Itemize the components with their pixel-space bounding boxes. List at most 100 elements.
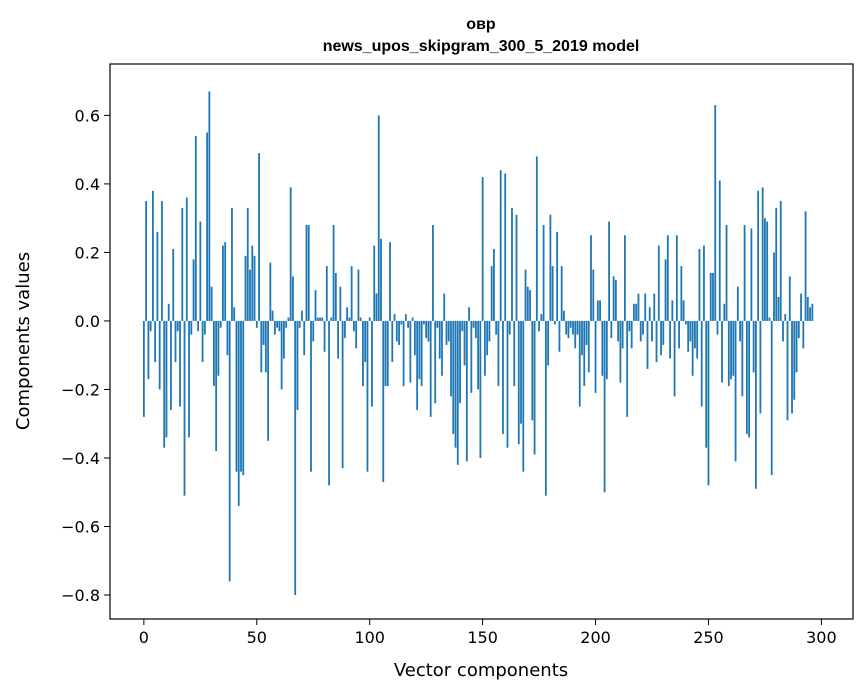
bar	[262, 320, 265, 345]
bar	[549, 214, 552, 321]
y-axis-ticks: −0.8 −0.6 −0.4 −0.2 0.0 0.2 0.4 0.6	[61, 106, 110, 605]
bar	[483, 320, 486, 376]
bar	[544, 320, 547, 496]
bar	[330, 317, 333, 321]
bar	[809, 307, 811, 321]
bar	[644, 293, 647, 321]
bar	[181, 207, 184, 321]
bar	[142, 320, 145, 417]
bar	[696, 320, 699, 359]
bar	[179, 320, 181, 407]
bar	[353, 320, 355, 332]
bar	[307, 225, 310, 321]
bar	[757, 190, 760, 321]
bar	[219, 320, 222, 328]
bar	[251, 245, 254, 321]
bar	[619, 320, 622, 383]
bar	[671, 300, 674, 321]
bar	[592, 269, 595, 321]
bar	[249, 269, 251, 321]
bar	[660, 320, 662, 356]
bar	[310, 320, 312, 472]
bar	[804, 211, 807, 321]
bar	[481, 177, 484, 321]
bar	[775, 207, 778, 321]
bar	[777, 296, 780, 321]
bar	[264, 320, 267, 373]
bar	[425, 320, 428, 339]
bar	[793, 320, 796, 400]
bar	[479, 320, 482, 458]
bar	[235, 320, 238, 472]
bar	[409, 320, 412, 383]
bar	[185, 197, 188, 321]
bar	[506, 320, 509, 448]
bar	[761, 187, 764, 321]
bar	[504, 173, 507, 321]
bar	[176, 320, 179, 332]
bar	[242, 320, 245, 476]
bar	[411, 317, 414, 321]
y-axis-label: Components values	[13, 252, 34, 430]
bar	[601, 320, 604, 376]
x-tick-label: 300	[806, 628, 837, 647]
bar	[788, 276, 791, 321]
bar	[786, 320, 789, 421]
bar	[734, 320, 737, 462]
bar	[520, 320, 522, 424]
bar	[529, 290, 531, 321]
bar	[612, 276, 615, 321]
bar	[637, 293, 640, 321]
bar	[276, 320, 279, 328]
bar	[386, 320, 389, 387]
bar	[578, 320, 581, 407]
bar	[314, 290, 317, 321]
bar	[553, 320, 556, 325]
bar	[540, 314, 543, 321]
bar	[432, 225, 434, 321]
bar	[806, 296, 809, 321]
bar	[170, 320, 172, 411]
bar	[617, 320, 620, 342]
bar	[145, 201, 148, 321]
bar	[167, 303, 170, 321]
bar	[450, 320, 452, 397]
bar	[156, 231, 159, 321]
bar	[750, 228, 753, 321]
chart-title-line2: news_upos_skipgram_300_5_2019 model	[323, 38, 640, 55]
bar	[766, 221, 769, 321]
bar	[398, 320, 400, 345]
bar	[795, 320, 798, 373]
y-tick-label: 0.4	[75, 175, 100, 194]
bar	[192, 259, 195, 321]
bar	[624, 235, 626, 321]
bar	[380, 238, 382, 321]
bar	[712, 272, 714, 321]
bar	[154, 320, 157, 363]
bar	[152, 190, 154, 321]
bar	[669, 320, 671, 359]
bar	[362, 320, 364, 387]
bar	[312, 320, 315, 342]
bar	[212, 320, 215, 387]
bar	[429, 320, 432, 417]
bar	[438, 320, 441, 359]
bar	[197, 320, 199, 332]
bar	[754, 320, 757, 489]
y-tick-label: −0.8	[61, 586, 100, 605]
bar	[538, 320, 540, 332]
bar	[730, 320, 732, 380]
bar	[682, 300, 685, 321]
bar	[319, 317, 321, 321]
bar	[594, 320, 597, 393]
bar	[246, 207, 249, 321]
bar	[215, 320, 218, 452]
y-tick-label: −0.6	[61, 518, 100, 537]
bar	[605, 320, 608, 380]
bar	[574, 320, 577, 349]
bar	[718, 180, 721, 321]
y-tick-label: −0.4	[61, 449, 100, 468]
bar	[723, 303, 726, 321]
bar	[222, 245, 224, 321]
bar	[764, 218, 766, 321]
